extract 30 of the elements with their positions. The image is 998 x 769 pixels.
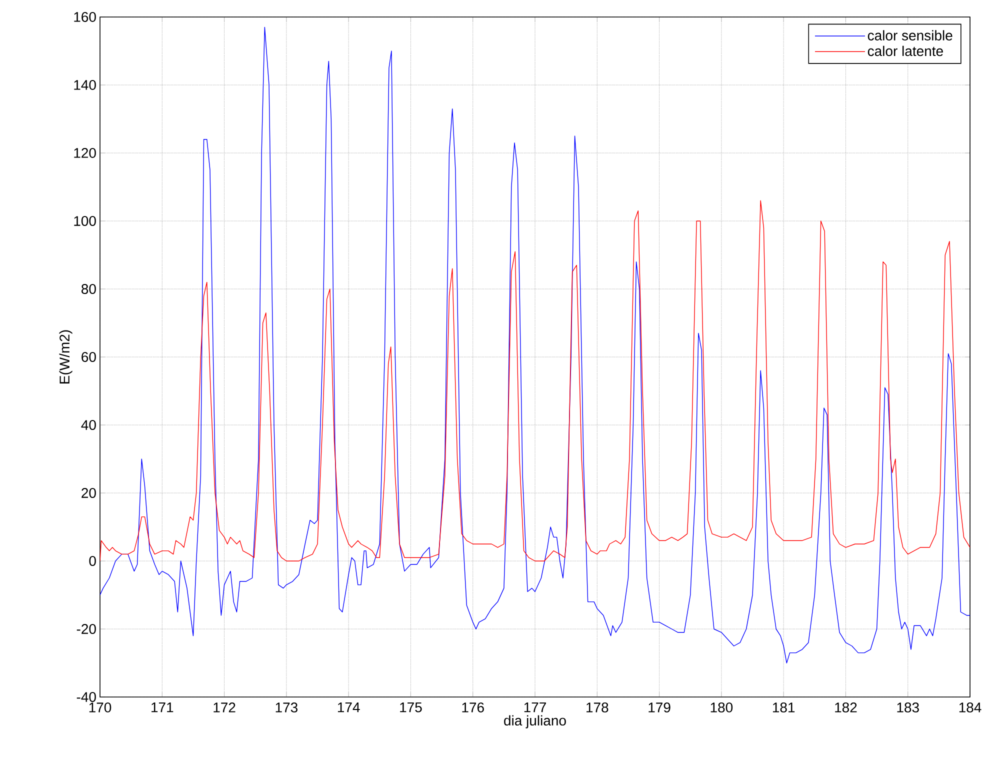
y-tick-label: 0 bbox=[89, 556, 96, 566]
x-tick-label: 174 bbox=[338, 702, 360, 712]
x-tick-label: 182 bbox=[835, 702, 857, 712]
y-tick-label: 100 bbox=[74, 216, 96, 226]
x-tick-label: 172 bbox=[214, 702, 236, 712]
x-tick-label: 183 bbox=[897, 702, 919, 712]
x-tick-label: 180 bbox=[710, 702, 733, 712]
y-tick-label: 20 bbox=[82, 488, 96, 498]
x-tick-label: 171 bbox=[152, 702, 174, 712]
x-tick-label: 181 bbox=[772, 702, 795, 712]
y-tick-label: -20 bbox=[76, 624, 96, 634]
x-tick-label: 170 bbox=[89, 702, 112, 712]
y-tick-label: 80 bbox=[82, 284, 96, 294]
x-tick-label: 184 bbox=[959, 702, 982, 712]
legend-label: calor sensible bbox=[868, 30, 952, 40]
x-axis-title: dia juliano bbox=[504, 715, 566, 728]
y-axis-title: E(W/m2) bbox=[59, 330, 72, 384]
y-tick-label: 40 bbox=[81, 420, 96, 430]
x-tick-label: 177 bbox=[524, 702, 546, 712]
y-tick-label: 60 bbox=[82, 352, 96, 362]
x-tick-label: 178 bbox=[586, 702, 608, 712]
x-tick-label: 173 bbox=[276, 702, 298, 712]
x-tick-label: 175 bbox=[400, 702, 422, 712]
x-tick-label: 176 bbox=[462, 702, 484, 712]
y-tick-label: 120 bbox=[74, 148, 96, 158]
x-tick-label: 179 bbox=[648, 702, 670, 712]
y-tick-label: 140 bbox=[74, 80, 96, 90]
legend-label: calor latente bbox=[868, 46, 943, 56]
y-tick-label: 160 bbox=[74, 12, 96, 22]
y-tick-label: -40 bbox=[76, 692, 96, 702]
